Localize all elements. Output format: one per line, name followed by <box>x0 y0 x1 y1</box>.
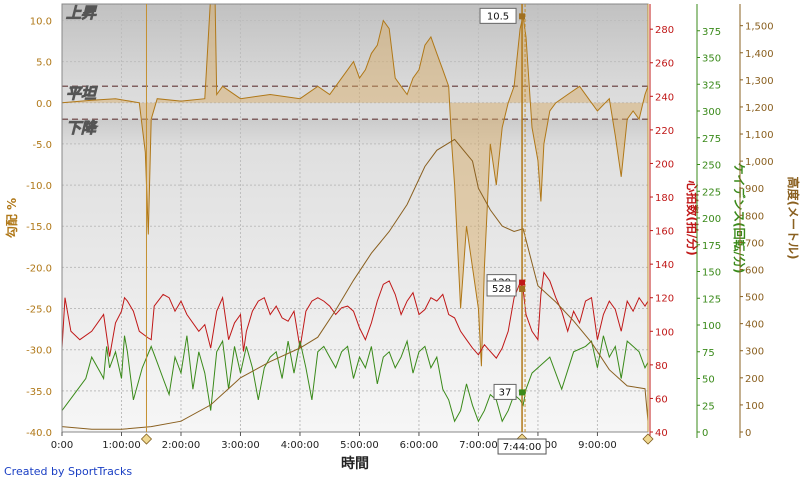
hr-tick-label: 80 <box>655 361 668 372</box>
grade-tick-label: -15.0 <box>26 222 52 233</box>
alt-tick-label: 200 <box>745 374 764 385</box>
cursor-time-label: 7:44:00 <box>503 442 542 453</box>
x-tick-label: 5:00:00 <box>340 440 379 451</box>
hr-tick-label: 200 <box>655 159 674 170</box>
grade-tick-label: -20.0 <box>26 263 52 274</box>
zone-label: 上昇 <box>66 4 98 22</box>
x-tick-label: 0:00 <box>51 440 73 451</box>
alt-tick-label: 400 <box>745 320 764 331</box>
callout-point-cad <box>519 389 526 396</box>
hr-tick-label: 60 <box>655 394 668 405</box>
hr-tick-label: 40 <box>655 428 668 439</box>
grade-tick-label: -35.0 <box>26 387 52 398</box>
cad-tick-label: 375 <box>702 27 721 38</box>
callout-point-alt <box>519 285 526 292</box>
callout-box-grade <box>479 7 517 24</box>
callout-point-grade <box>519 13 526 20</box>
grade-tick-label: 10.0 <box>30 16 52 27</box>
grade-tick-label: 5.0 <box>36 58 52 69</box>
zone-label: 下降 <box>66 119 98 137</box>
cad-tick-label: 50 <box>702 375 715 386</box>
alt-tick-label: 1,000 <box>745 157 774 168</box>
cad-tick-label: 0 <box>702 428 708 439</box>
hr-tick-label: 160 <box>655 227 674 238</box>
grade-tick-label: 0.0 <box>36 99 52 110</box>
cad-tick-label: 225 <box>702 187 721 198</box>
callout-box-alt <box>486 280 517 297</box>
hr-tick-label: 120 <box>655 294 674 305</box>
grade-tick-label: -5.0 <box>32 140 52 151</box>
created-by-link[interactable]: Created by SportTracks <box>4 465 133 478</box>
series-line-alt <box>62 138 648 430</box>
grade-area <box>62 4 648 367</box>
alt-tick-label: 1,300 <box>745 76 774 87</box>
x-tick-label: 3:00:00 <box>221 440 260 451</box>
series-line-cad <box>62 335 648 423</box>
alt-tick-label: 500 <box>745 293 764 304</box>
alt-tick-label: 600 <box>745 265 764 276</box>
callout-label-cad: 37 <box>499 387 512 398</box>
cad-tick-label: 150 <box>702 268 721 279</box>
hr-tick-label: 240 <box>655 92 674 103</box>
alt-tick-label: 1,400 <box>745 49 774 60</box>
marker-diamond <box>140 433 153 445</box>
hr-tick-label: 280 <box>655 25 674 36</box>
cad-tick-label: 100 <box>702 321 721 332</box>
callout-label-grade: 10.5 <box>487 11 509 22</box>
grade-tick-label: -25.0 <box>26 305 52 316</box>
cad-tick-label: 75 <box>702 348 715 359</box>
x-tick-label: 1:00:00 <box>102 440 141 451</box>
cad-tick-label: 350 <box>702 54 721 65</box>
callout-point-hr <box>519 279 526 286</box>
x-tick-label: 7:00:00 <box>459 440 498 451</box>
alt-axis-label: 高度(メートル) <box>786 177 800 260</box>
hr-tick-label: 220 <box>655 126 674 137</box>
alt-tick-label: 100 <box>745 401 764 412</box>
cad-tick-label: 250 <box>702 161 721 172</box>
alt-tick-label: 800 <box>745 211 764 222</box>
cad-tick-label: 325 <box>702 80 721 91</box>
grade-tick-label: -10.0 <box>26 181 52 192</box>
grade-axis-label: 勾配 % <box>4 198 19 238</box>
alt-tick-label: 1,200 <box>745 103 774 114</box>
hr-tick-label: 180 <box>655 193 674 204</box>
hr-tick-label: 260 <box>655 59 674 70</box>
climb-zone-band <box>62 4 648 87</box>
cad-tick-label: 300 <box>702 107 721 118</box>
cad-tick-label: 25 <box>702 401 715 412</box>
x-tick-label: 2:00:00 <box>162 440 201 451</box>
callout-box-cad <box>493 383 517 400</box>
series-line-grade <box>62 4 648 367</box>
x-tick-label: 6:00:00 <box>400 440 439 451</box>
x-tick-label: 9:00:00 <box>578 440 617 451</box>
zone-label: 平坦 <box>66 84 98 102</box>
grade-tick-label: -30.0 <box>26 346 52 357</box>
marker-diamond <box>642 433 654 445</box>
alt-tick-label: 0 <box>745 428 751 439</box>
callout-label-alt: 528 <box>492 284 511 295</box>
cad-tick-label: 175 <box>702 241 721 252</box>
cad-tick-label: 200 <box>702 214 721 225</box>
cad-tick-label: 275 <box>702 134 721 145</box>
alt-tick-label: 1,500 <box>745 22 774 33</box>
descent-zone-band <box>62 119 648 144</box>
alt-tick-label: 900 <box>745 184 764 195</box>
hr-tick-label: 100 <box>655 327 674 338</box>
grade-tick-label: -40.0 <box>26 428 52 439</box>
hr-axis-label: 心拍数(拍/分) <box>685 180 700 255</box>
x-tick-label: 4:00:00 <box>281 440 320 451</box>
alt-tick-label: 700 <box>745 238 764 249</box>
alt-tick-label: 300 <box>745 347 764 358</box>
x-axis-label: 時間 <box>341 455 369 472</box>
hr-tick-label: 140 <box>655 260 674 271</box>
cursor-time-box <box>497 438 547 455</box>
alt-tick-label: 1,100 <box>745 130 774 141</box>
cad-tick-label: 125 <box>702 294 721 305</box>
series-line-hr <box>62 271 648 359</box>
